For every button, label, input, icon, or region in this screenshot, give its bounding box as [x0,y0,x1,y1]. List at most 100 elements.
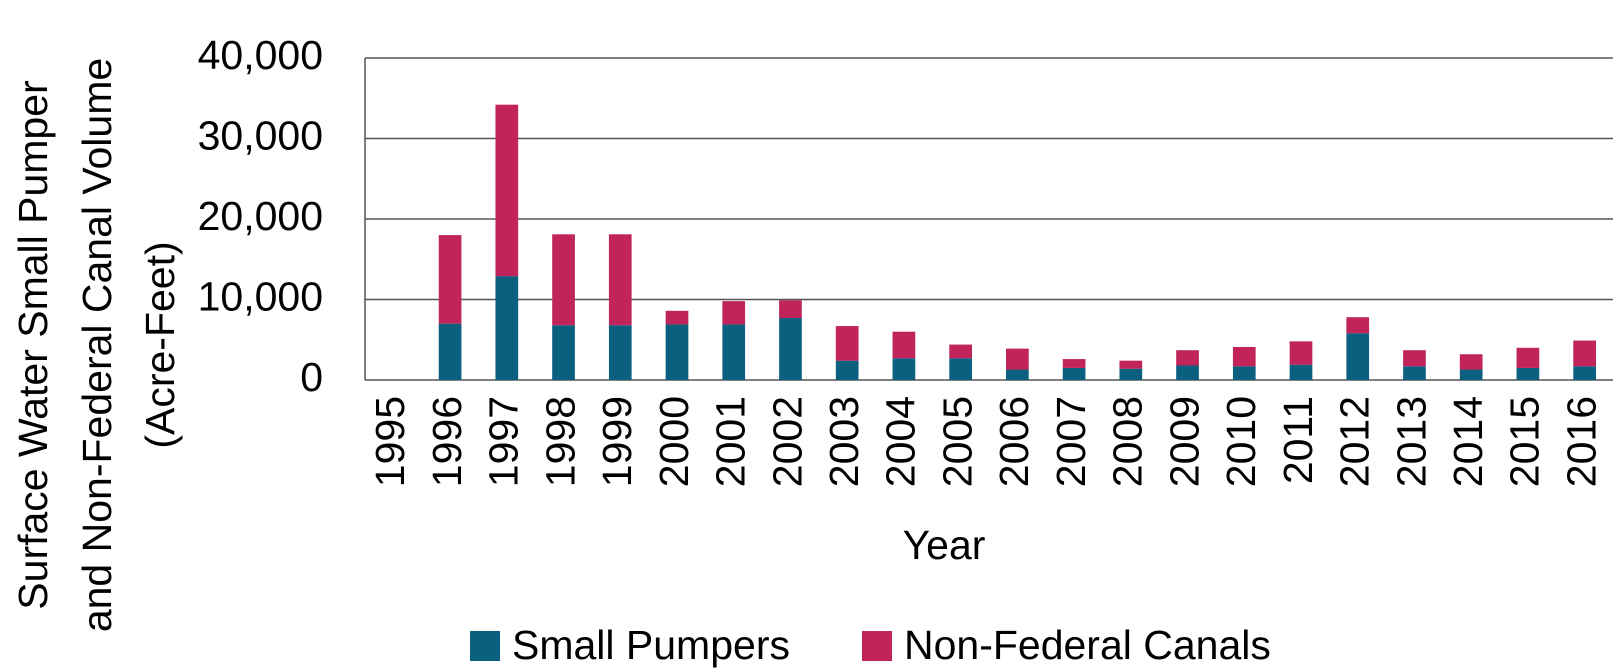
x-tick-group: 2008 [1105,396,1151,487]
bar-segment [1062,367,1086,380]
x-tick-label: 2004 [878,396,924,487]
y-tick-label: 0 [300,354,323,400]
bar-segment [1459,369,1483,380]
bar-segment [835,360,859,380]
bar-segment [1516,347,1540,368]
bar-segment [1346,317,1370,334]
bar-segment [665,310,689,325]
x-tick-group: 2000 [651,396,697,487]
bar-segment [438,235,462,324]
x-tick-group: 2012 [1332,396,1378,487]
x-tick-label: 2014 [1445,396,1491,487]
x-tick-group: 2001 [708,396,754,487]
x-tick-group: 2006 [991,396,1037,487]
bar-segment [722,324,746,380]
bar-segment [1403,366,1426,380]
x-tick-group: 2005 [934,396,980,487]
x-tick-label: 2007 [1048,396,1094,487]
y-tick-label: 30,000 [198,112,323,158]
x-tick-label: 2012 [1332,396,1378,487]
bar-segment [1346,333,1370,380]
y-tick-label: 40,000 [198,32,323,78]
x-tick-label: 1999 [594,396,640,487]
x-tick-group: 2014 [1445,396,1491,487]
y-axis-title: Surface Water Small Pumper [10,80,56,609]
x-tick-group: 2016 [1558,396,1604,487]
bar-segment [552,325,575,380]
bar-segment [1006,348,1029,370]
x-tick-group: 2002 [764,396,810,487]
x-tick-group: 2003 [821,396,867,487]
bar-segment [608,325,632,380]
y-axis-title: (Acre-Feet) [137,241,183,448]
x-tick-label: 2016 [1558,396,1604,487]
x-axis-title: Year [903,522,986,568]
bar-segment [892,358,916,380]
bar-segment [1232,346,1256,367]
x-tick-label: 2003 [821,396,867,487]
x-tick-group: 1997 [481,396,527,487]
x-tick-group: 1998 [537,396,583,487]
bar-segment [949,358,972,380]
bar-segment [665,324,689,380]
y-axis-title: and Non-Federal Canal Volume [74,58,120,632]
x-tick-group: 1999 [594,396,640,487]
bar-segment [835,326,859,361]
x-tick-group: 2013 [1388,396,1434,487]
x-tick-label: 1996 [424,396,470,487]
x-tick-group: 2009 [1161,396,1207,487]
y-tick-label: 20,000 [198,193,323,239]
legend-label: Non-Federal Canals [904,622,1271,668]
x-tick-label: 2015 [1502,396,1548,487]
y-tick-label: 10,000 [198,273,323,319]
x-tick-label: 2002 [764,396,810,487]
bar-segment [1062,359,1086,368]
x-tick-group: 2015 [1502,396,1548,487]
bar-segment [1573,366,1596,380]
x-tick-label: 2000 [651,396,697,487]
x-tick-label: 1997 [481,396,527,487]
x-tick-group: 1995 [367,396,413,487]
bar-segment [1289,364,1313,380]
bar-segment [552,234,575,326]
x-tick-group: 2011 [1275,396,1321,484]
x-tick-label: 2013 [1388,396,1434,487]
bar-segment [779,300,802,319]
bar-segment [438,323,462,380]
x-tick-label: 1995 [367,396,413,487]
bar-segment [949,344,972,359]
x-tick-group: 2007 [1048,396,1094,487]
x-tick-label: 2001 [708,396,754,487]
bar-segment [1289,341,1313,365]
x-tick-label: 2009 [1161,396,1207,487]
x-tick-label: 2011 [1275,396,1321,484]
bar-segment [1459,354,1483,370]
legend-swatch [470,631,500,661]
x-tick-label: 1998 [537,396,583,487]
bar-segment [495,104,519,277]
bar-segment [892,331,916,359]
bar-segment [1176,350,1199,366]
x-tick-group: 1996 [424,396,470,487]
bar-segment [1119,360,1143,369]
bar-segment [779,318,802,380]
bar-segment [495,276,519,380]
x-tick-label: 2010 [1218,396,1264,487]
bar-segment [608,234,632,326]
legend-label: Small Pumpers [512,622,790,668]
x-tick-label: 2006 [991,396,1037,487]
bar-segment [1516,367,1540,380]
bar-segment [1119,368,1143,380]
legend-swatch [861,631,892,661]
bar-segment [1573,340,1596,367]
bar-segment [1176,365,1199,380]
x-tick-group: 2010 [1218,396,1264,487]
bar-segment [1403,350,1426,367]
bar-segment [722,301,746,325]
bar-segment [1232,366,1256,380]
bar-segment [1006,369,1029,380]
x-tick-group: 2004 [878,396,924,487]
x-tick-label: 2005 [934,396,980,487]
x-tick-label: 2008 [1105,396,1151,487]
